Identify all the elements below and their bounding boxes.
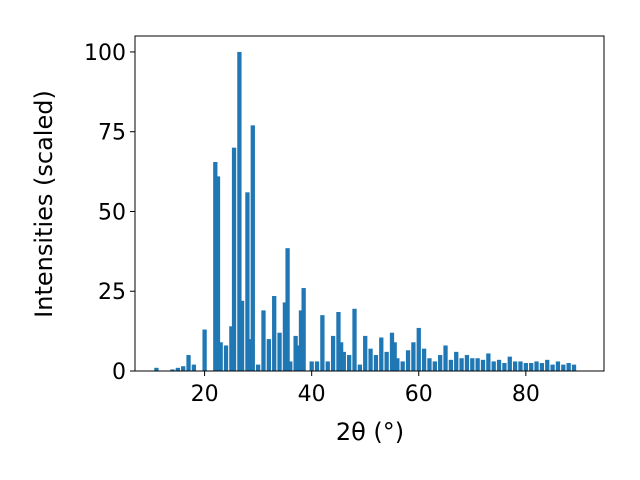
bar (421, 348, 427, 371)
bar (507, 356, 512, 371)
bar (357, 364, 363, 371)
bar (518, 361, 523, 371)
bar (191, 364, 197, 371)
bar (464, 355, 470, 371)
bar (341, 351, 346, 371)
bar (384, 351, 389, 371)
bar (368, 348, 373, 371)
x-tick-label: 40 (298, 382, 326, 407)
bar (534, 361, 539, 371)
bar (470, 358, 475, 371)
bar (170, 369, 175, 371)
bar (247, 339, 253, 371)
bar (545, 359, 550, 371)
bar (338, 342, 344, 371)
bar (454, 351, 459, 371)
x-axis-label: 2θ (°) (336, 418, 404, 446)
bar (438, 355, 443, 371)
bar (529, 363, 534, 371)
bar (523, 363, 528, 371)
bar (392, 342, 397, 371)
bar (475, 358, 480, 371)
bar (496, 359, 502, 371)
bars (154, 51, 577, 371)
bar (347, 355, 352, 371)
y-tick-label: 100 (84, 41, 126, 66)
bar (512, 361, 518, 371)
bar (486, 353, 491, 371)
bar (231, 147, 237, 371)
bar (223, 345, 229, 371)
bar (186, 355, 191, 371)
bar (400, 361, 405, 371)
bar (336, 311, 341, 371)
bar (296, 345, 301, 371)
bar (298, 310, 304, 371)
bar (550, 364, 555, 371)
bar (215, 176, 221, 371)
bar (266, 339, 271, 371)
bar (411, 342, 416, 371)
bar (181, 366, 186, 371)
plot-frame (134, 35, 605, 372)
bar (237, 51, 242, 371)
bar (443, 345, 448, 371)
bar (309, 361, 314, 371)
bar (213, 162, 218, 371)
bar (491, 361, 496, 371)
x-tick-label: 60 (405, 382, 433, 407)
bar (502, 363, 507, 371)
bar (480, 359, 486, 371)
bar (389, 332, 395, 371)
bar (566, 363, 571, 371)
bar (282, 302, 288, 371)
bar (202, 329, 207, 371)
bar (218, 342, 223, 371)
bar (555, 361, 561, 371)
bar (320, 315, 325, 371)
bar (352, 308, 357, 371)
bar (448, 359, 454, 371)
bar (261, 310, 266, 371)
bar (154, 367, 159, 371)
bar (277, 332, 282, 371)
bar (363, 335, 368, 371)
bar (239, 300, 245, 371)
bar (373, 355, 379, 371)
y-tick-label: 75 (98, 121, 126, 146)
bar (432, 361, 437, 371)
x-tick-label: 20 (191, 382, 219, 407)
bar (250, 125, 255, 371)
bar (272, 296, 277, 371)
bar (571, 364, 577, 371)
bar (395, 358, 400, 371)
bar (293, 335, 298, 371)
bar (301, 288, 306, 371)
bar (427, 358, 432, 371)
bar (288, 361, 293, 371)
bar (229, 326, 234, 371)
bar (175, 367, 180, 371)
bar (255, 364, 261, 371)
y-tick-label: 0 (112, 360, 126, 385)
bar (245, 192, 250, 371)
bar (314, 361, 320, 371)
bar (539, 363, 545, 371)
bar (459, 358, 464, 371)
y-tick-label: 50 (98, 200, 126, 225)
y-axis-label: Intensities (scaled) (30, 90, 58, 318)
bar (405, 350, 411, 371)
bar (330, 335, 336, 371)
y-tick-label: 25 (98, 280, 126, 305)
bar (325, 361, 330, 371)
bar (416, 327, 421, 371)
x-tick-label: 80 (512, 382, 540, 407)
bar (285, 248, 290, 371)
bar (379, 337, 384, 371)
bar (561, 364, 566, 371)
